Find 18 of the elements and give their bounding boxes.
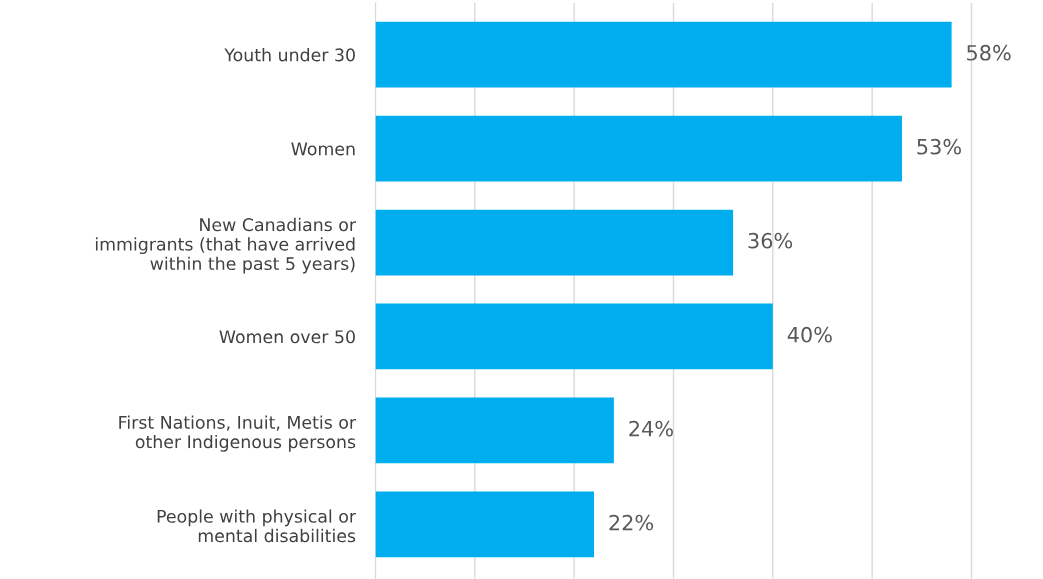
bar xyxy=(375,115,902,182)
data-label: 36% xyxy=(748,232,793,249)
y-tick-label: People with physical or mental disabilities xyxy=(157,509,357,543)
data-label: 40% xyxy=(787,326,832,343)
data-label: 53% xyxy=(917,138,961,155)
y-tick-label: First Nations, Inuit, Metis or other Indigenous persons xyxy=(119,415,357,452)
y-tick-label: Women over 50 xyxy=(219,330,355,344)
bar xyxy=(375,397,614,464)
data-label: 58% xyxy=(967,44,1011,61)
bar xyxy=(375,21,952,88)
y-tick-label: New Canadians or immigrants (that have arrived within the past 5 years) xyxy=(95,217,357,274)
y-tick-label: Youth under 30 xyxy=(224,47,355,62)
data-label: 22% xyxy=(609,514,654,531)
bar xyxy=(375,209,734,276)
bar xyxy=(375,491,595,558)
y-tick-label: Women xyxy=(291,142,355,156)
bar xyxy=(375,303,773,370)
data-label: 24% xyxy=(629,420,673,437)
